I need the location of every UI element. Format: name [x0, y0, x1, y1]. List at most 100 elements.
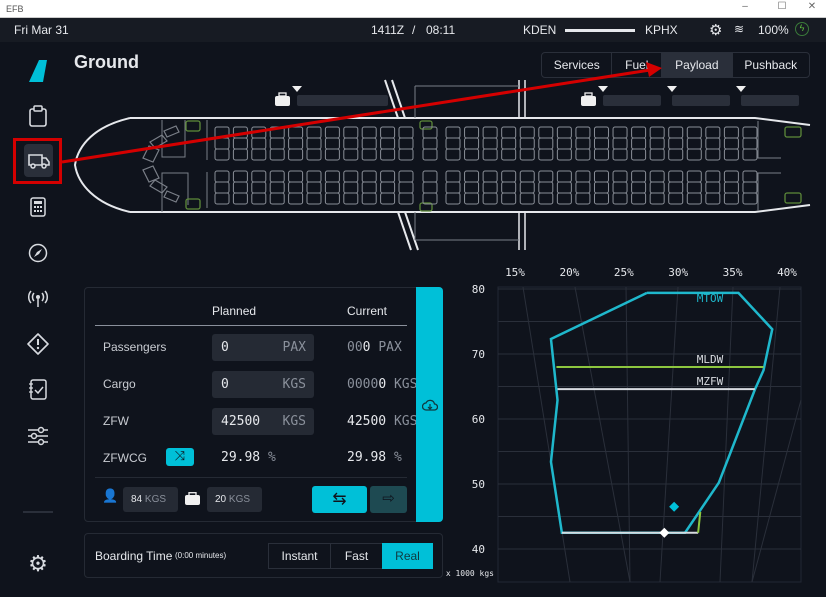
- sidebar-divider: [23, 511, 53, 513]
- aircraft-seat-map: [73, 79, 811, 251]
- seat: [742, 126, 758, 139]
- zulu-time: 1411Z: [371, 23, 405, 37]
- seat: [593, 181, 609, 194]
- zfw-input[interactable]: 42500 KGS: [212, 408, 314, 435]
- seat: [422, 137, 438, 150]
- seat: [649, 148, 665, 161]
- close-button[interactable]: ✕: [807, 1, 817, 12]
- seat: [593, 192, 609, 205]
- sidebar-item-settings[interactable]: ⚙: [23, 549, 53, 579]
- row-divider: [95, 477, 407, 478]
- time-separator: /: [412, 23, 416, 37]
- swap-units-button[interactable]: ⇆: [312, 486, 367, 513]
- app-logo: [29, 60, 47, 82]
- seat: [723, 170, 739, 183]
- seat: [556, 181, 572, 194]
- x-tick-label: 15%: [505, 266, 525, 279]
- seat: [556, 170, 572, 183]
- seat: [251, 126, 267, 139]
- seat: [482, 137, 498, 150]
- zfw-label: ZFW: [103, 414, 129, 428]
- mzfw-label: MZFW: [697, 375, 724, 388]
- sidebar-item-atc[interactable]: [23, 284, 53, 314]
- boarding-time-panel: Boarding Time (0:00 minutes) Instant Fas…: [84, 533, 443, 578]
- cg-gridline: [522, 286, 571, 583]
- x-tick-label: 35%: [723, 266, 743, 279]
- seat: [742, 148, 758, 161]
- y-tick-label: 40: [472, 543, 485, 556]
- planned-header: Planned: [212, 304, 257, 318]
- seat: [649, 170, 665, 183]
- tab-payload[interactable]: Payload: [662, 53, 733, 77]
- tab-pushback[interactable]: Pushback: [744, 58, 798, 72]
- sidebar-item-dashboard[interactable]: [23, 101, 53, 131]
- gw-point: [669, 501, 680, 512]
- plot-frame: [497, 286, 802, 583]
- doors: [185, 120, 802, 212]
- import-simbrief-button[interactable]: [416, 287, 443, 522]
- seat: [742, 181, 758, 194]
- clipboard-icon: [29, 105, 47, 127]
- sidebar-item-navigation[interactable]: [23, 238, 53, 268]
- board-button[interactable]: ⇨: [370, 486, 407, 513]
- seat: [668, 181, 684, 194]
- sliders-icon: [28, 426, 48, 446]
- seat: [482, 126, 498, 139]
- gear-icon[interactable]: ⚙: [709, 22, 723, 39]
- sidebar-item-failures[interactable]: [23, 329, 53, 359]
- seat: [612, 137, 628, 150]
- cargo-label: Cargo: [103, 377, 136, 391]
- cg-gridline: [625, 286, 631, 583]
- passengers-input[interactable]: 0 PAX: [212, 334, 314, 361]
- seat: [380, 126, 396, 139]
- seat: [380, 192, 396, 205]
- sidebar-item-ground[interactable]: [24, 144, 53, 177]
- tab-services[interactable]: Services: [542, 53, 613, 77]
- page-title: Ground: [74, 52, 139, 72]
- fuselage-outline: [73, 117, 811, 213]
- seat: [288, 192, 304, 205]
- tab-fuel[interactable]: Fuel: [612, 53, 663, 77]
- seat: [593, 126, 609, 139]
- boarding-fast-button[interactable]: Fast: [330, 543, 383, 569]
- seat: [519, 126, 535, 139]
- seat: [398, 126, 414, 139]
- seat: [501, 181, 517, 194]
- seat: [501, 170, 517, 183]
- boarding-real-button[interactable]: Real: [382, 543, 433, 569]
- y-tick-label: 70: [472, 348, 485, 361]
- sidebar-item-checklists[interactable]: [23, 375, 53, 405]
- seat: [306, 192, 322, 205]
- pax-weight-input[interactable]: 84 KGS: [123, 487, 178, 512]
- boarding-instant-button[interactable]: Instant: [268, 543, 331, 569]
- seat: [556, 192, 572, 205]
- bag-weight-input[interactable]: 20 KGS: [207, 487, 262, 512]
- x-tick-label: 40%: [777, 266, 797, 279]
- cg-gridline: [751, 286, 781, 583]
- seat: [482, 170, 498, 183]
- cargo-input[interactable]: 0 KGS: [212, 371, 314, 398]
- seat: [232, 192, 248, 205]
- seat: [214, 148, 230, 161]
- seat: [324, 170, 340, 183]
- seat: [631, 170, 647, 183]
- maximize-button[interactable]: ☐: [777, 1, 787, 12]
- seat: [464, 181, 480, 194]
- seat: [288, 170, 304, 183]
- seat: [464, 126, 480, 139]
- header-divider: [95, 325, 407, 326]
- minimize-button[interactable]: –: [742, 1, 748, 12]
- seat: [343, 126, 359, 139]
- sidebar-item-performance[interactable]: [23, 192, 53, 222]
- sidebar-item-presets[interactable]: [23, 421, 53, 451]
- seat: [306, 170, 322, 183]
- seat: [214, 170, 230, 183]
- seat: [269, 181, 285, 194]
- seat: [501, 192, 517, 205]
- cg-gridline: [659, 286, 679, 583]
- randomize-cg-button[interactable]: ⤨: [166, 448, 194, 466]
- mldw-label: MLDW: [697, 353, 724, 366]
- route-line: [565, 29, 635, 32]
- seat: [361, 181, 377, 194]
- unit: KGS: [282, 414, 306, 429]
